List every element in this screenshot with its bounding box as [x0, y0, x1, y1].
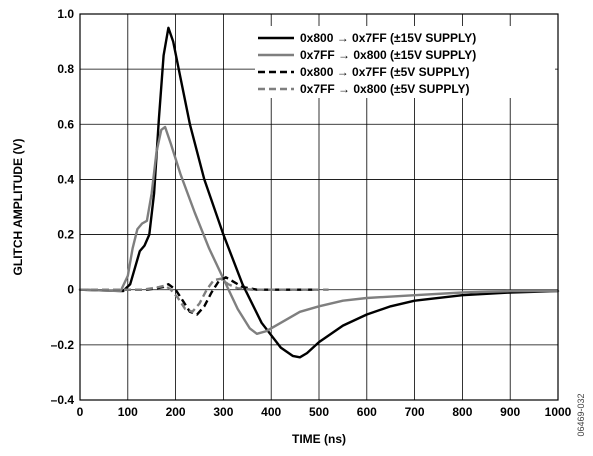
y-tick-label: –0.4 [51, 393, 75, 407]
x-tick-label: 500 [309, 405, 329, 419]
y-tick-label: –0.2 [51, 338, 75, 352]
series-line-3 [80, 276, 319, 316]
x-tick-labels: 0 100 200 300 400 500 600 700 800 900 1000 [77, 405, 572, 419]
x-tick-label: 100 [118, 405, 138, 419]
x-tick-label: 0 [77, 405, 84, 419]
y-tick-label: 0.2 [57, 228, 74, 242]
x-tick-label: 200 [166, 405, 186, 419]
plot-frame [79, 13, 559, 401]
y-tick-label: 0.8 [57, 62, 74, 76]
legend-label: 0x7FF → 0x800 (±5V SUPPLY) [300, 82, 470, 96]
data-series [78, 26, 560, 359]
y-tick-labels: –0.4 –0.2 0 0.2 0.4 0.6 0.8 1.0 [51, 7, 75, 407]
legend-background [255, 26, 555, 98]
series-line-2 [78, 125, 560, 335]
figure-id: 06469-032 [576, 393, 586, 436]
legend: 0x800 → 0x7FF (±15V SUPPLY) 0x7FF → 0x800… [258, 31, 476, 96]
series-line-4 [80, 277, 329, 313]
y-tick-label: 0 [67, 283, 74, 297]
x-tick-label: 800 [452, 405, 472, 419]
legend-label: 0x7FF → 0x800 (±15V SUPPLY) [300, 48, 476, 62]
x-tick-label: 1000 [545, 405, 572, 419]
y-tick-label: 0.4 [57, 172, 74, 186]
x-tick-label: 300 [213, 405, 233, 419]
x-tick-label: 600 [357, 405, 377, 419]
y-axis-label: GLITCH AMPLITUDE (V) [11, 139, 25, 276]
x-axis-label: TIME (ns) [292, 432, 346, 446]
x-tick-label: 900 [500, 405, 520, 419]
y-tick-label: 0.6 [57, 117, 74, 131]
legend-label: 0x800 → 0x7FF (±5V SUPPLY) [300, 65, 470, 79]
x-tick-label: 400 [261, 405, 281, 419]
series-line-1 [78, 26, 560, 359]
y-tick-label: 1.0 [57, 7, 74, 21]
legend-label: 0x800 → 0x7FF (±15V SUPPLY) [300, 31, 476, 45]
x-tick-label: 700 [405, 405, 425, 419]
